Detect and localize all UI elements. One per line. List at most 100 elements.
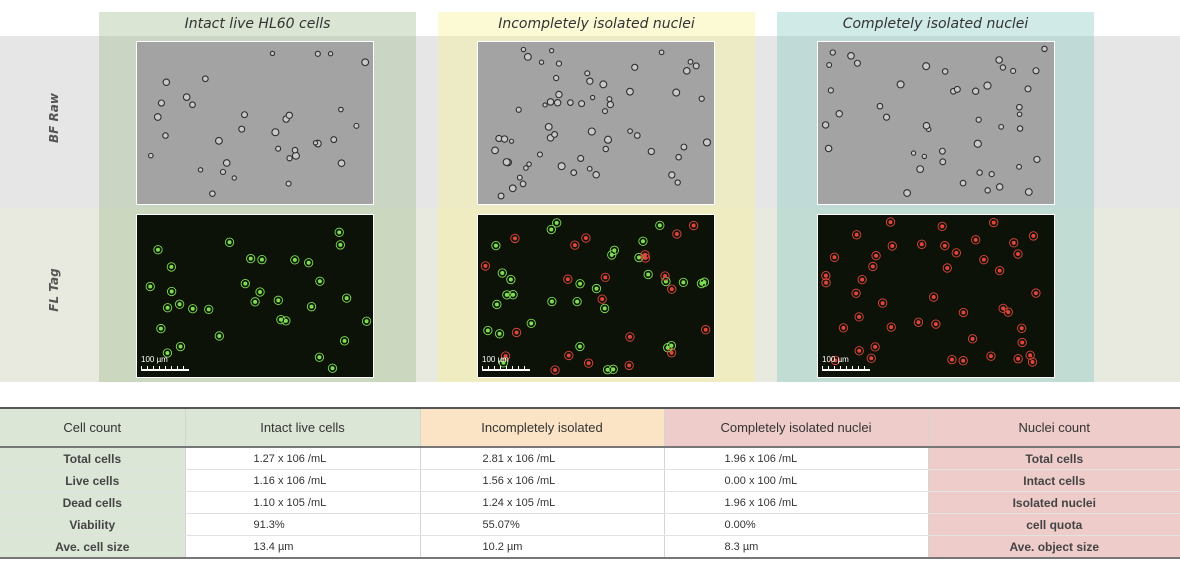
fl-cell-core <box>529 321 534 326</box>
bf-cell <box>606 96 613 103</box>
bf-cell <box>214 136 223 145</box>
fl-cell-core <box>330 366 335 371</box>
fl-cell-ring <box>303 258 314 268</box>
bf-cell <box>578 100 586 108</box>
fl-image-intact: 100 µm <box>136 214 374 378</box>
fl-cell-core <box>155 247 160 252</box>
fl-cell-ring <box>361 316 372 326</box>
fl-cell-core <box>870 264 875 269</box>
bf-cell <box>189 101 196 109</box>
bf-cell <box>515 106 522 113</box>
table-row: Live cells 1.16 x 106 /mL 1.56 x 106 /mL… <box>0 469 1180 492</box>
column-title: Completely isolated nuclei <box>842 16 1029 32</box>
fl-cell-core <box>253 299 258 304</box>
bf-cell <box>603 135 613 144</box>
bf-cell <box>959 179 967 187</box>
fl-cell-core <box>970 336 975 341</box>
fl-cell-ring <box>1027 357 1038 367</box>
fl-cell-core <box>512 236 517 241</box>
fl-cell-core <box>961 358 966 363</box>
fl-cell-ring <box>156 323 166 334</box>
fl-cell-ring <box>871 251 881 261</box>
bf-cell <box>502 158 511 167</box>
fl-cell-core <box>549 227 554 232</box>
bf-cell <box>631 63 639 71</box>
fl-cell-core <box>169 289 174 294</box>
bf-cell <box>523 165 529 171</box>
bf-image-intact <box>136 41 374 205</box>
fl-cell-ring <box>886 322 896 332</box>
bf-cell <box>500 135 509 143</box>
bf-cell <box>687 58 694 65</box>
fl-cell-ring <box>526 318 536 329</box>
bf-cell <box>538 59 545 65</box>
fl-cell-core <box>148 284 153 289</box>
table-row: Dead cells 1.10 x 105 /mL 1.24 x 105 /mL… <box>0 491 1180 514</box>
fl-cell-core <box>627 363 632 368</box>
bf-cell <box>939 158 947 166</box>
fl-cell-ring <box>497 268 507 278</box>
fl-cell-ring <box>958 307 969 318</box>
cell-count-table: Cell count Intact live cells Incompletel… <box>0 407 1180 559</box>
bf-cell <box>998 123 1005 130</box>
fl-cell-core <box>612 248 617 253</box>
bf-cell <box>546 98 555 106</box>
fl-cell-core <box>177 302 182 307</box>
scale-bar: 100 µm <box>482 355 530 371</box>
fl-cell-core <box>703 327 708 332</box>
fl-cell-core <box>338 242 343 247</box>
bf-cell <box>520 46 527 53</box>
bf-cell <box>312 140 319 146</box>
table-row: Total cells 1.27 x 106 /mL 2.81 x 106 /m… <box>0 447 1180 470</box>
scale-bar-label: 100 µm <box>141 355 168 364</box>
fl-cell-core <box>1031 233 1036 238</box>
fl-cell-core <box>888 220 893 225</box>
bf-cell <box>702 138 712 147</box>
bf-cell <box>516 174 523 181</box>
fl-cell-core <box>823 273 828 278</box>
fl-cell-ring <box>552 218 562 228</box>
bf-cell <box>692 62 700 70</box>
fl-cells-complete <box>821 217 1041 367</box>
fl-cell-core <box>869 356 874 361</box>
bf-cell <box>680 143 688 151</box>
bf-image-complete <box>817 41 1055 205</box>
complete-value: 1.96 x 106 /mL <box>664 447 929 470</box>
bf-cell <box>291 146 299 154</box>
bf-cell <box>674 179 681 186</box>
scale-bar-label: 100 µm <box>822 355 849 364</box>
fl-cell-core <box>342 338 347 343</box>
fl-cell-ring <box>666 348 677 358</box>
bf-cell <box>602 145 610 153</box>
fl-cell-core <box>681 280 686 285</box>
fl-cell-core <box>669 350 674 355</box>
nuclei-label: Intact cells <box>928 469 1180 492</box>
bf-cell <box>222 159 231 167</box>
fl-cells-incomplete <box>480 218 711 375</box>
fl-cell-ring <box>175 341 186 352</box>
fl-cell-ring <box>335 240 346 250</box>
bf-cell <box>285 180 292 187</box>
fl-cell-ring <box>550 365 560 375</box>
fl-cell-ring <box>255 287 265 297</box>
fl-cell-ring <box>1031 288 1041 298</box>
fl-cell-ring <box>162 303 173 313</box>
fl-cell-ring <box>334 227 344 237</box>
fl-cell-ring <box>866 353 876 363</box>
incomplete-value: 1.24 x 105 /mL <box>420 491 665 514</box>
fl-cell-ring <box>942 263 952 273</box>
fl-cell-ring <box>500 351 511 361</box>
fl-cell-core <box>611 367 616 372</box>
fl-cell-ring <box>607 250 617 260</box>
fl-cell-ring <box>257 255 267 265</box>
nuclei-label: cell quota <box>928 513 1180 536</box>
intact-value: 13.4 µm <box>185 535 421 559</box>
bf-cell <box>209 190 216 197</box>
fl-cell-ring <box>917 239 927 249</box>
fl-cell-core <box>178 344 183 349</box>
fl-cell-core <box>344 296 349 301</box>
fl-cell-core <box>594 286 599 291</box>
row-label: Ave. cell size <box>0 535 186 559</box>
fl-cell-core <box>292 257 297 262</box>
fl-cell-core <box>158 326 163 331</box>
